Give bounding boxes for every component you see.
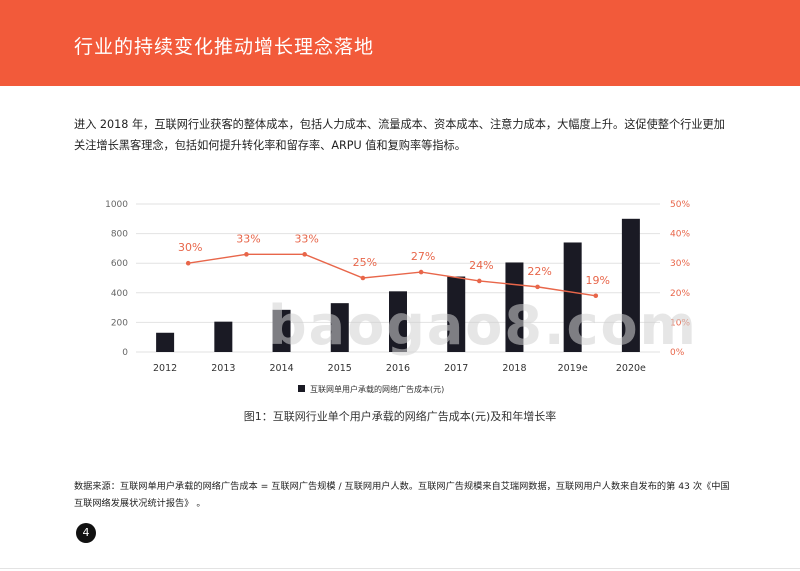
bar: [272, 309, 291, 352]
y-right-tick-label: 50%: [670, 200, 690, 210]
chart-container: 0 200 400 600 800 1000 0% 10% 20% 30% 40% 50% 2012 20…: [0, 190, 800, 410]
legend-label: 互联网单用户承载的网络广告成本(元): [310, 384, 444, 394]
growth-point: [535, 284, 540, 290]
growth-line: [188, 253, 596, 297]
growth-data-label: 33%: [236, 232, 260, 245]
bottom-divider: [0, 568, 800, 569]
y-left-tick-label: 1000: [105, 200, 128, 210]
growth-point: [302, 252, 307, 257]
y-left-tick-label: 400: [111, 289, 128, 299]
y-right-tick-label: 20%: [670, 289, 690, 299]
y-left-tick-label: 200: [111, 318, 128, 328]
growth-point: [593, 293, 599, 299]
x-tick-label: 2015: [328, 363, 352, 374]
bar: [330, 303, 349, 352]
growth-point: [360, 275, 366, 281]
x-tick-label: 2020e: [616, 363, 646, 374]
legend-swatch: [298, 385, 305, 392]
growth-data-label: 30%: [178, 241, 202, 254]
page-number: 4: [76, 523, 96, 543]
x-tick-label: 2019e: [558, 363, 588, 374]
growth-point: [244, 252, 249, 257]
y-right-tick-label: 10%: [670, 318, 690, 328]
growth-data-label: 33%: [294, 232, 318, 245]
data-source-note: 数据来源：互联网单用户承载的网络广告成本 = 互联网广告规模 / 互联网用户人数…: [74, 481, 730, 509]
x-tick-label: 2017: [444, 363, 468, 374]
y-right-tick-label: 30%: [670, 259, 690, 269]
header-bar: 行业的持续变化推动增长理念落地: [0, 0, 800, 86]
y-left-tick-label: 600: [111, 259, 128, 269]
bar: [156, 332, 175, 352]
y-left-tick-label: 800: [111, 230, 128, 240]
y-right-tick-label: 40%: [670, 230, 690, 240]
bar: [447, 276, 466, 352]
growth-point: [418, 269, 424, 275]
x-tick-label: 2012: [153, 363, 177, 374]
growth-point: [477, 278, 482, 284]
growth-data-label: 19%: [586, 274, 610, 287]
bar: [563, 242, 582, 352]
x-tick-label: 2018: [502, 363, 526, 374]
growth-point: [185, 260, 191, 266]
bar: [505, 262, 524, 352]
growth-data-label: 22%: [527, 265, 551, 278]
bar: [621, 218, 640, 352]
growth-data-label: 25%: [353, 256, 377, 269]
chart-caption: 图1：互联网行业单个用户承载的网络广告成本(元)及和年增长率: [243, 410, 557, 423]
y-right-tick-label: 0%: [670, 348, 685, 358]
y-left-tick-label: 0: [122, 348, 128, 358]
bar-line-chart: 0 200 400 600 800 1000 0% 10% 20% 30% 40% 50% 2012 20…: [105, 200, 690, 394]
bar: [214, 321, 233, 352]
intro-paragraph: 进入 2018 年，互联网行业获客的整体成本，包括人力成本、流量成本、资本成本、…: [74, 118, 725, 152]
x-tick-label: 2016: [386, 363, 410, 374]
bar: [389, 291, 407, 352]
growth-data-label: 24%: [469, 259, 493, 272]
x-tick-label: 2013: [211, 363, 235, 374]
page-title: 行业的持续变化推动增长理念落地: [74, 36, 375, 58]
growth-data-label: 27%: [411, 250, 435, 263]
x-tick-label: 2014: [269, 363, 293, 374]
